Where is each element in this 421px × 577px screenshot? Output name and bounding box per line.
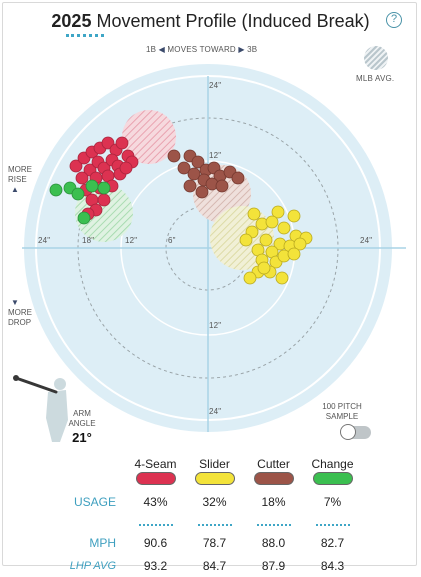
up-arrow-icon: ▲	[11, 185, 19, 194]
down-arrow-icon: ▼	[11, 298, 19, 307]
lhp-avg-value: 93.2	[143, 558, 168, 573]
mlb-avg-swatch-icon	[364, 46, 388, 70]
mph-value: 88.0	[261, 535, 286, 550]
usage-value: 43%	[143, 494, 168, 509]
direction-right: 3B	[247, 45, 258, 54]
usage-value: 7%	[323, 494, 342, 509]
ring-label-left-mid: 18"	[82, 236, 95, 245]
drop-line1: MORE	[8, 308, 32, 317]
more-drop-label: ▼ MORE DROP	[8, 298, 32, 328]
title-text: Movement Profile (Induced Break)	[96, 11, 370, 31]
direction-left: 1B	[146, 45, 157, 54]
mph-value: 90.6	[143, 535, 168, 550]
direction-middle: MOVES TOWARD	[167, 45, 236, 54]
drop-line2: DROP	[8, 318, 32, 327]
toggle-knob	[340, 424, 356, 440]
ring-label-left-6: 6"	[168, 236, 176, 245]
pitch-swatch[interactable]	[312, 472, 353, 485]
ring-label-left-inner: 12"	[125, 236, 138, 245]
direction-legend: 1B ◀ MOVES TOWARD ▶ 3B	[146, 45, 257, 54]
arrow-right-icon: ▶	[238, 45, 245, 54]
lhp-avg-row-label: LHP AVG	[69, 559, 116, 572]
mph-value: 78.7	[202, 535, 227, 550]
pitch-name: Cutter	[257, 456, 290, 471]
ring-label-top-inner: 12"	[209, 151, 222, 160]
rise-line1: MORE	[8, 165, 32, 174]
ring-label-bottom-outer: 24"	[209, 407, 222, 416]
ring-label-bottom-inner: 12"	[209, 321, 222, 330]
usage-divider	[315, 524, 350, 526]
usage-divider	[197, 524, 232, 526]
arrow-left-icon: ◀	[158, 45, 165, 54]
sample-toggle[interactable]	[340, 424, 371, 440]
mph-value: 82.7	[320, 535, 345, 550]
title-year[interactable]: 2025	[51, 11, 92, 31]
pitch-swatch[interactable]	[253, 472, 294, 485]
mph-row-label: MPH	[89, 535, 116, 550]
pitch-name: Slider	[199, 456, 230, 471]
pitch-swatch[interactable]	[135, 472, 176, 485]
page-title: 2025 Movement Profile (Induced Break)	[0, 10, 421, 32]
pitch-legend-table: 4-Seam Slider Cutter Change USAGE 43% 32…	[58, 455, 362, 577]
mlb-avg-label: MLB AVG.	[356, 74, 395, 83]
lhp-avg-value: 87.9	[261, 558, 286, 573]
question-icon[interactable]: ?	[386, 12, 402, 28]
arm-angle-value: 21°	[72, 430, 92, 445]
more-rise-label: MORE RISE ▲	[8, 165, 32, 195]
lhp-avg-value: 84.3	[320, 558, 345, 573]
ring-label-top-outer: 24"	[209, 81, 222, 90]
usage-row-label: USAGE	[73, 494, 116, 509]
usage-value: 18%	[261, 494, 286, 509]
ring-label-right-outer: 24"	[360, 236, 373, 245]
sample-line2: SAMPLE	[325, 412, 359, 421]
sample-line1: 100 PITCH	[322, 402, 362, 411]
arm-angle-label: ARM ANGLE	[64, 409, 100, 429]
usage-divider	[256, 524, 291, 526]
pitch-name: Change	[311, 456, 354, 471]
card-frame	[2, 2, 417, 566]
sample-label: 100 PITCH SAMPLE	[314, 402, 370, 422]
usage-divider	[138, 524, 173, 526]
arm-label-line2: ANGLE	[68, 419, 96, 428]
lhp-avg-value: 84.7	[202, 558, 227, 573]
pitch-swatch[interactable]	[194, 472, 235, 485]
pitch-name: 4-Seam	[134, 456, 177, 471]
rise-line2: RISE	[8, 175, 27, 184]
ring-label-left-outer: 24"	[38, 236, 51, 245]
arm-label-line1: ARM	[73, 409, 91, 418]
year-underline	[66, 34, 104, 37]
usage-value: 32%	[202, 494, 227, 509]
